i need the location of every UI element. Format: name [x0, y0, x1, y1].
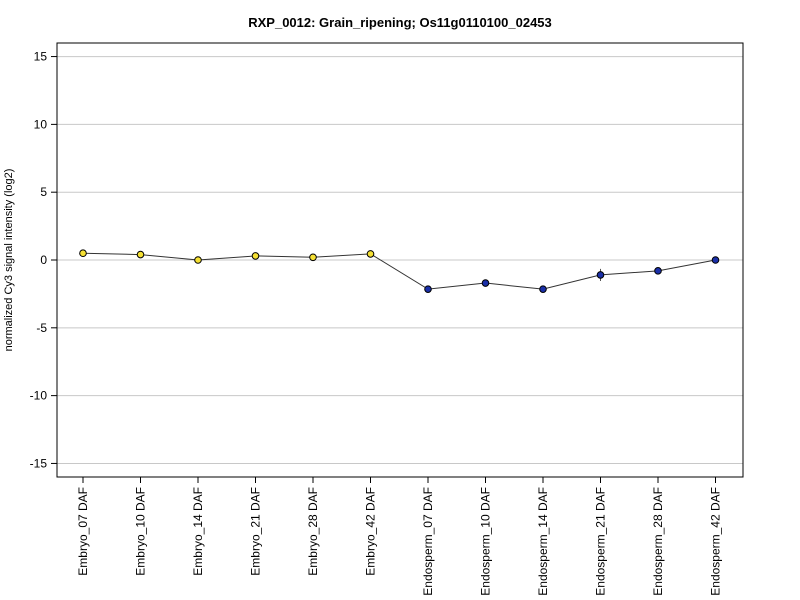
x-tick-label: Embryo_07 DAF	[76, 487, 90, 576]
x-axis: Embryo_07 DAF Embryo_10 DAF Embryo_14 DAF E…	[76, 477, 723, 596]
y-tick-label: 0	[40, 253, 47, 267]
data-point	[596, 271, 605, 279]
x-tick-label: Embryo_10 DAF	[134, 487, 148, 576]
y-tick-label: 10	[34, 117, 48, 131]
data-point	[481, 279, 490, 287]
series-line	[82, 252, 716, 290]
data-point	[424, 285, 432, 293]
data-point	[366, 250, 375, 258]
x-tick-label: Endosperm_10 DAF	[479, 487, 493, 596]
x-tick-label: Endosperm_14 DAF	[536, 487, 550, 596]
data-point	[136, 250, 145, 259]
y-tick-label: 15	[34, 50, 48, 64]
data-point	[251, 252, 260, 260]
y-tick-label: -5	[36, 321, 47, 335]
gridlines	[57, 56, 743, 464]
x-tick-label: Embryo_28 DAF	[306, 487, 320, 576]
data-point	[79, 249, 87, 258]
x-tick-label: Endosperm_42 DAF	[709, 487, 723, 596]
y-tick-label: -10	[30, 389, 48, 403]
y-axis: -15 -10 -5 0 5 10 15	[30, 50, 57, 470]
data-point	[654, 267, 662, 275]
y-tick-label: -15	[30, 456, 48, 470]
x-tick-label: Embryo_21 DAF	[249, 487, 263, 576]
y-axis-label: normalized Cy3 signal intensity (log2)	[3, 169, 15, 352]
x-tick-label: Embryo_14 DAF	[191, 487, 205, 576]
y-tick-label: 5	[40, 185, 47, 199]
series-line-group	[82, 252, 716, 290]
x-tick-label: Endosperm_07 DAF	[421, 487, 435, 596]
data-point	[194, 256, 202, 264]
data-points	[79, 249, 720, 293]
chart-title: RXP_0012: Grain_ripening; Os11g0110100_0…	[248, 15, 552, 30]
data-point	[711, 256, 720, 264]
x-tick-label: Endosperm_21 DAF	[594, 487, 608, 596]
data-point	[309, 253, 317, 262]
data-point	[539, 285, 547, 293]
x-tick-label: Embryo_42 DAF	[364, 487, 378, 576]
x-tick-label: Endosperm_28 DAF	[651, 487, 665, 596]
